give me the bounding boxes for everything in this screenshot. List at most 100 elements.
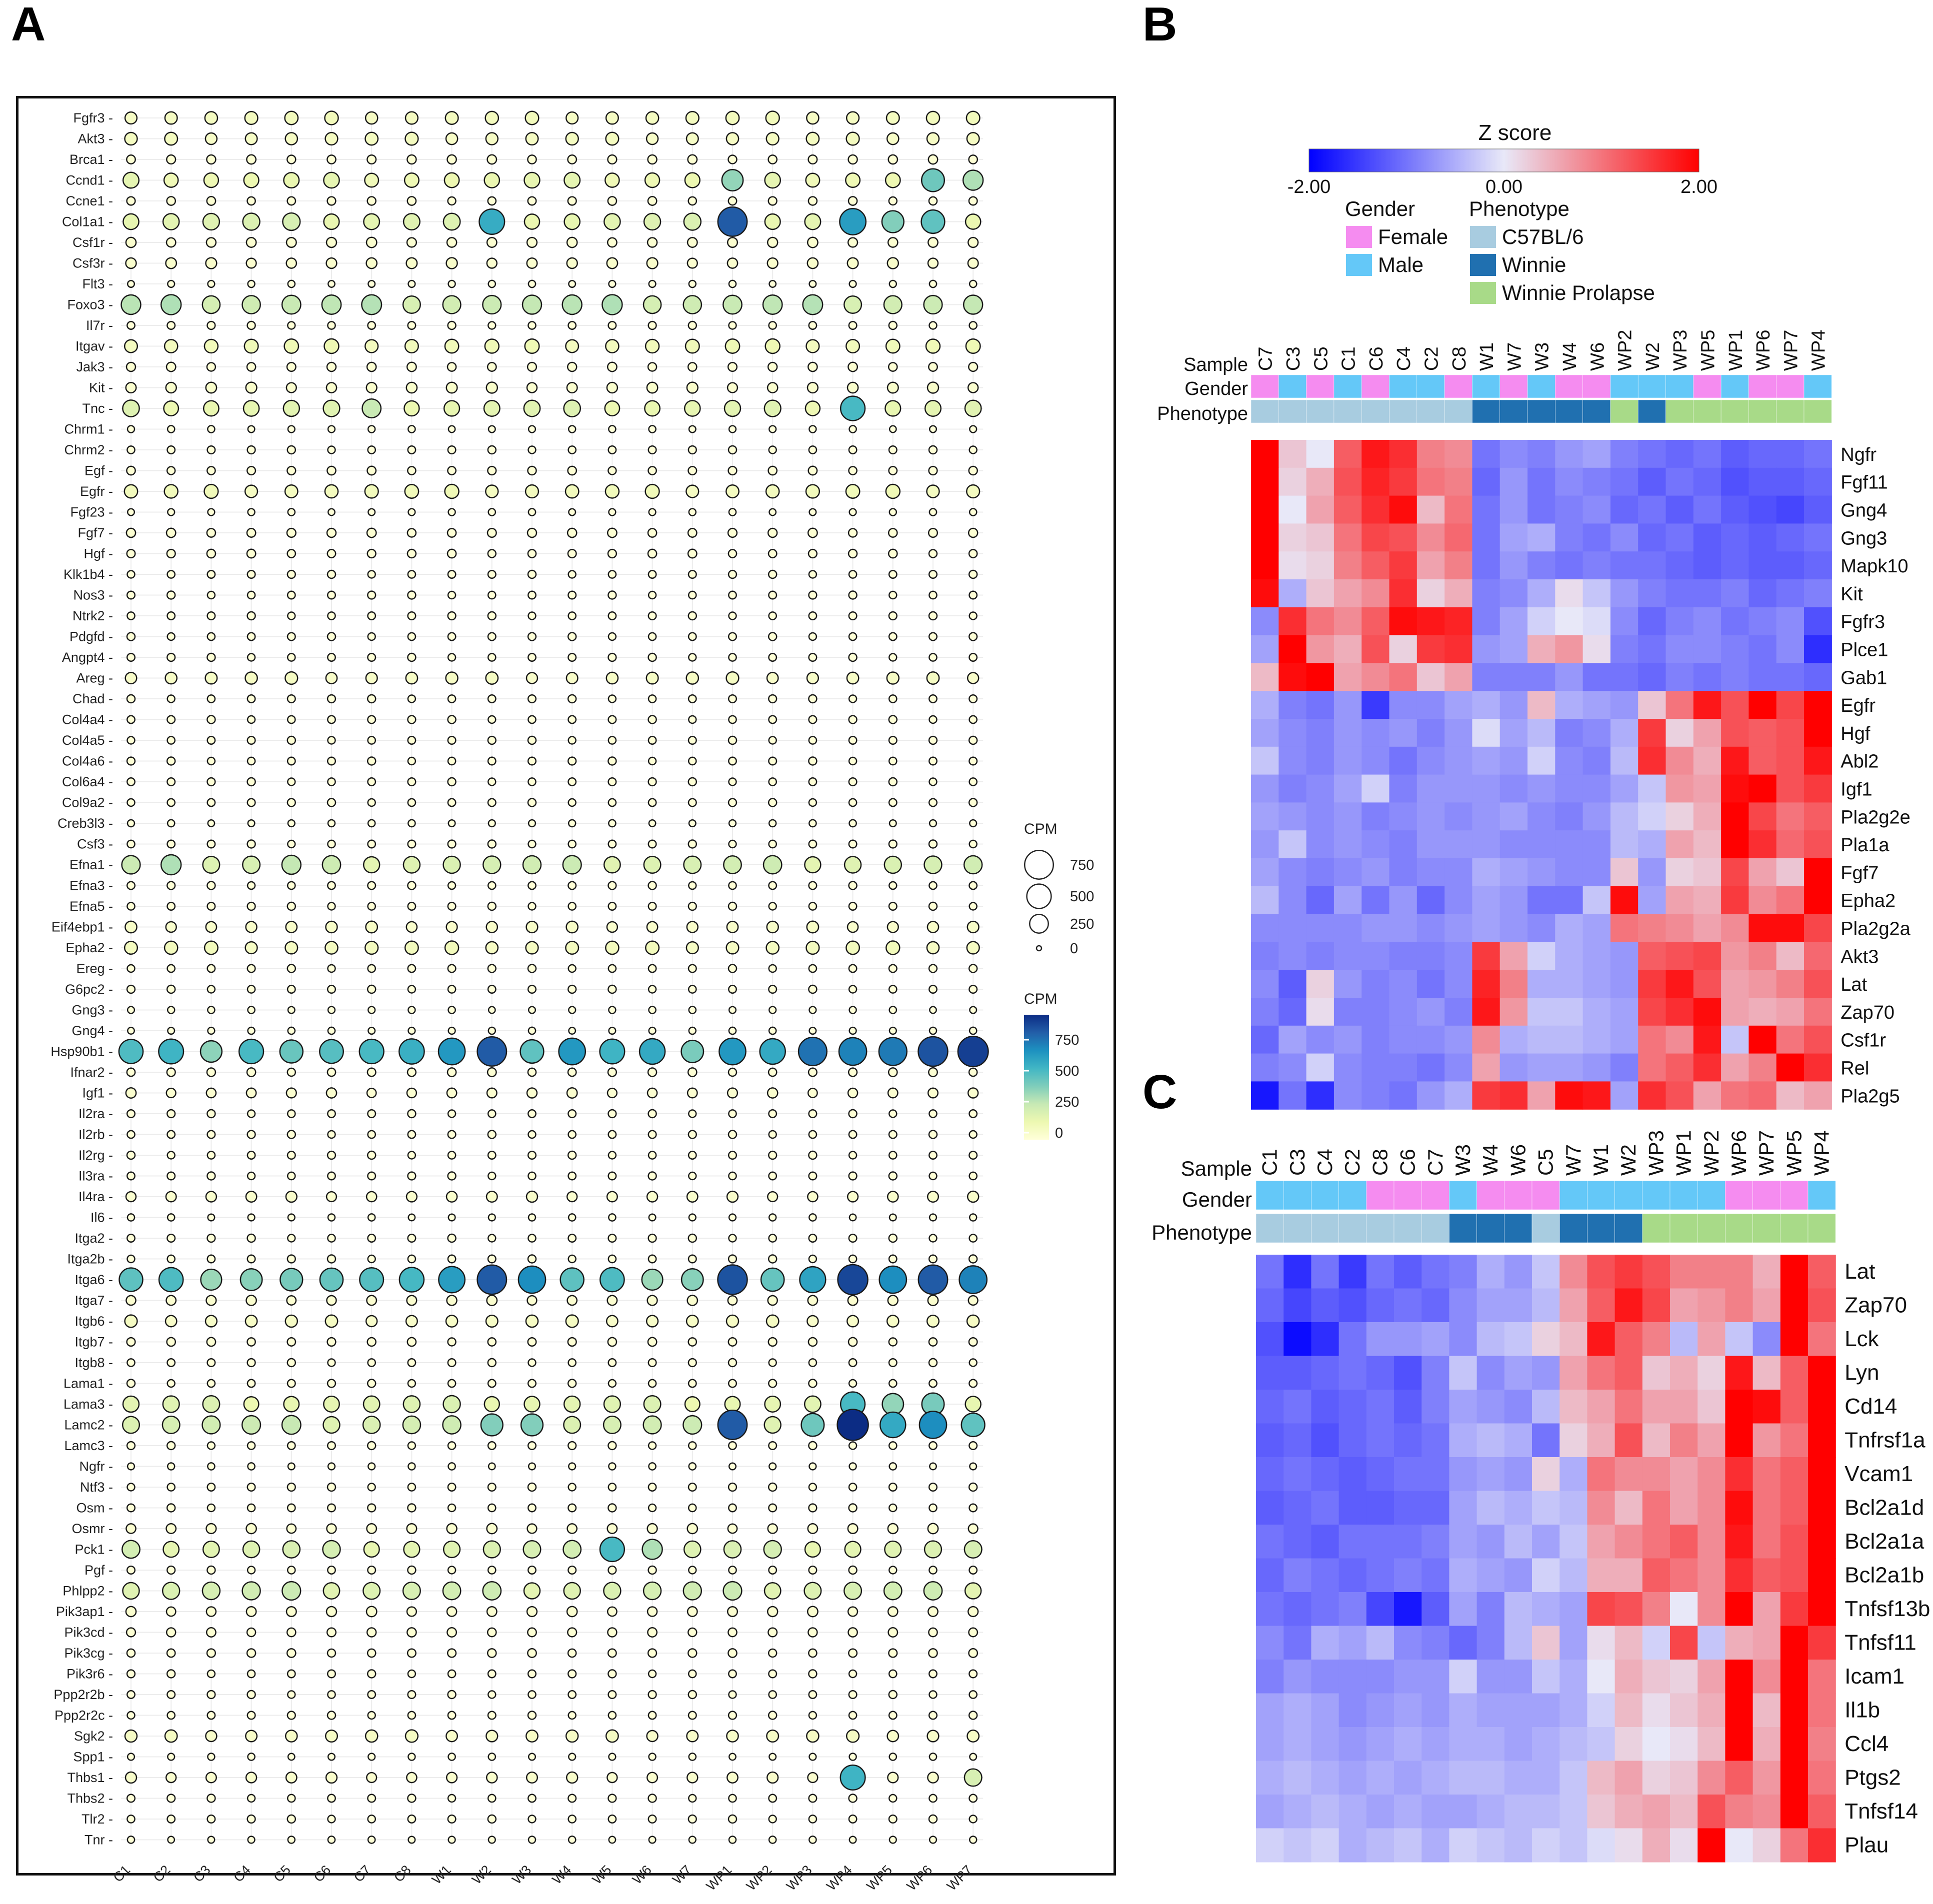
heatmap-cell: [1422, 1660, 1450, 1694]
gene-label: Itgb6 -: [74, 1314, 113, 1329]
dot: [888, 445, 898, 455]
dot: [126, 279, 136, 288]
dot: [246, 611, 256, 621]
heatmap-cell: [1504, 1491, 1532, 1525]
sample-label: W6: [1506, 1144, 1530, 1176]
dot: [406, 548, 417, 559]
dot: [766, 257, 778, 269]
dot: [167, 279, 176, 288]
heatmap-cell: [1670, 1423, 1698, 1458]
dot: [366, 548, 376, 559]
dot: [326, 236, 338, 248]
sample-label: WP7: [1754, 1130, 1778, 1176]
dot: [206, 445, 216, 455]
heatmap-cell: [1725, 1288, 1754, 1323]
dot: [527, 632, 537, 641]
dot: [328, 280, 336, 288]
dot: [808, 425, 817, 433]
heatmap-cell: [1780, 1660, 1808, 1694]
gene-label: Il2ra -: [78, 1106, 113, 1121]
dotplot-grid: [121, 112, 984, 1846]
heatmap-cell: [1614, 1491, 1643, 1525]
dot: [407, 590, 416, 600]
heatmap-cell: [1560, 1288, 1588, 1323]
heatmap-cell: [1422, 1795, 1450, 1829]
dot: [246, 362, 256, 372]
dot: [608, 425, 616, 433]
gene-label: Tnfsf13b: [1844, 1597, 1930, 1621]
heatmap-cell: [1670, 1457, 1698, 1492]
dot: [848, 361, 858, 372]
heatmap-cell: [1614, 1322, 1643, 1357]
dot: [920, 209, 946, 234]
dot: [406, 381, 418, 394]
heatmap-cell: [1338, 1356, 1367, 1390]
dot: [164, 339, 178, 353]
heatmap-cell: [1449, 1761, 1478, 1795]
dot: [364, 484, 379, 499]
dot: [968, 361, 978, 372]
heatmap-cell: [1560, 1525, 1588, 1559]
dot: [242, 400, 260, 417]
heatmap-cell: [1642, 1390, 1670, 1424]
gene-label: Lamc2 -: [64, 1418, 113, 1433]
heatmap-cell: [1449, 1727, 1478, 1762]
dot: [166, 445, 176, 454]
dot: [808, 632, 818, 641]
heatmap-cell: [1504, 1457, 1532, 1492]
heatmap-cell: [1752, 1322, 1781, 1357]
heatmap-cell: [1449, 1356, 1478, 1390]
dot: [527, 154, 537, 164]
dot: [247, 279, 256, 288]
phenotype-cell: [1725, 1213, 1753, 1243]
heatmap-cell: [1284, 1660, 1312, 1694]
heatmap-cell: [1338, 1457, 1367, 1492]
heatmap-cell: [1670, 1322, 1698, 1357]
dot: [567, 154, 578, 164]
phenotype-cell: [1780, 1213, 1808, 1243]
heatmap-cell: [1752, 1491, 1781, 1525]
heatmap-cell: [1642, 1761, 1670, 1795]
heatmap-cell: [1422, 1288, 1450, 1323]
dot: [281, 294, 302, 315]
dot: [928, 154, 938, 165]
dot: [126, 425, 136, 433]
gene-label: Col4a5 -: [62, 733, 113, 748]
heatmap-cell: [1284, 1558, 1312, 1593]
dot: [648, 466, 657, 475]
dot: [527, 549, 537, 558]
dot: [287, 611, 296, 620]
dot: [888, 154, 898, 165]
dot: [764, 213, 781, 230]
heatmap-cell: [1560, 1390, 1588, 1424]
gender-cell: [1670, 1180, 1698, 1210]
heatmap-cell: [1256, 1795, 1284, 1829]
dot: [568, 611, 577, 620]
gene-label: Nos3 -: [73, 588, 113, 603]
heatmap-cell: [1614, 1457, 1643, 1492]
dot: [846, 338, 860, 354]
heatmap-cell: [1394, 1693, 1422, 1728]
heatmap-cell: [1532, 1660, 1560, 1694]
dot: [566, 361, 578, 372]
dot: [687, 528, 698, 538]
heatmap-cell: [1476, 1525, 1505, 1559]
sample-label: C4: [1313, 1149, 1336, 1176]
dot: [246, 465, 256, 476]
heatmap-cell: [1422, 1457, 1450, 1492]
dot: [246, 694, 256, 703]
dot: [806, 671, 820, 685]
heatmap-cell: [1311, 1423, 1340, 1458]
gene-label: Klk1b4 -: [64, 567, 113, 582]
dot: [685, 110, 700, 125]
heatmap-cell: [1642, 1356, 1670, 1390]
dot: [728, 154, 738, 164]
dot: [246, 257, 257, 269]
dot: [206, 611, 216, 621]
dot: [445, 671, 458, 685]
dot: [726, 257, 738, 269]
dot: [485, 132, 499, 145]
heatmap-cell: [1532, 1558, 1560, 1593]
heatmap-cell: [1808, 1592, 1836, 1627]
gene-label: Gng4 -: [72, 1023, 113, 1038]
